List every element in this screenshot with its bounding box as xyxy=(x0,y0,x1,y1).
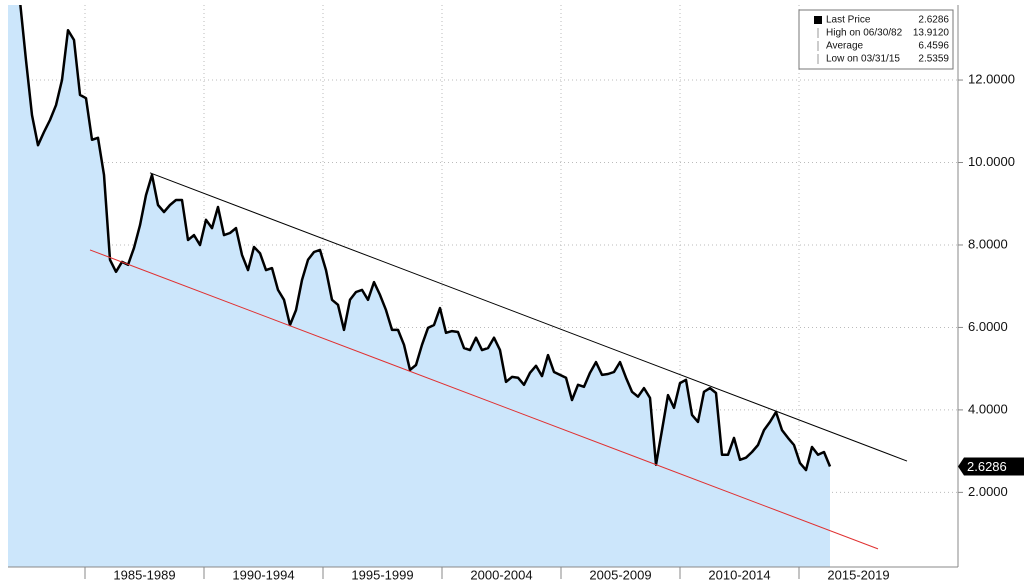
legend-value: 13.9120 xyxy=(913,28,950,39)
y-tick-label: 8.0000 xyxy=(968,236,1008,251)
area xyxy=(8,5,830,567)
trend-line xyxy=(89,249,879,550)
y-tick-label: 6.0000 xyxy=(968,319,1008,334)
last-price-label: 2.6286 xyxy=(967,459,1007,474)
legend-swatch xyxy=(814,16,822,24)
y-tick-label: 4.0000 xyxy=(968,401,1008,416)
legend-value: 2.5359 xyxy=(918,54,949,65)
x-tick-label: 1995-1999 xyxy=(351,567,413,582)
x-tick-label: 1990-1994 xyxy=(232,567,294,582)
legend-value: 2.6286 xyxy=(918,15,949,26)
y-tick-label: 12.0000 xyxy=(968,71,1015,86)
plot-area xyxy=(8,5,958,567)
y-tick-label: 2.0000 xyxy=(968,484,1008,499)
legend: Last Price 2.6286 High on 06/30/82 13.9120 A… xyxy=(798,9,954,70)
legend-box xyxy=(798,9,954,70)
y-tick-label: 10.0000 xyxy=(968,154,1015,169)
x-tick-label: 2010-2014 xyxy=(708,567,770,582)
legend-label: Average xyxy=(826,41,864,52)
price-line xyxy=(19,5,832,472)
x-tick-label: 1985-1989 xyxy=(113,567,175,582)
x-tick-label: 2015-2019 xyxy=(827,567,889,582)
legend-label: High on 06/30/82 xyxy=(826,28,903,39)
x-tick-label: 2000-2004 xyxy=(470,567,532,582)
x-tick-label: 2005-2009 xyxy=(589,567,651,582)
last-price-tag xyxy=(958,457,1024,476)
legend-label: Last Price xyxy=(826,15,871,26)
trend-line xyxy=(149,172,908,462)
axes: 2.0000 4.0000 6.0000 8.0000 10.0000 12.0000 19… xyxy=(84,71,1024,582)
legend-value: 6.4596 xyxy=(918,41,949,52)
legend-label: Low on 03/31/15 xyxy=(826,54,900,65)
